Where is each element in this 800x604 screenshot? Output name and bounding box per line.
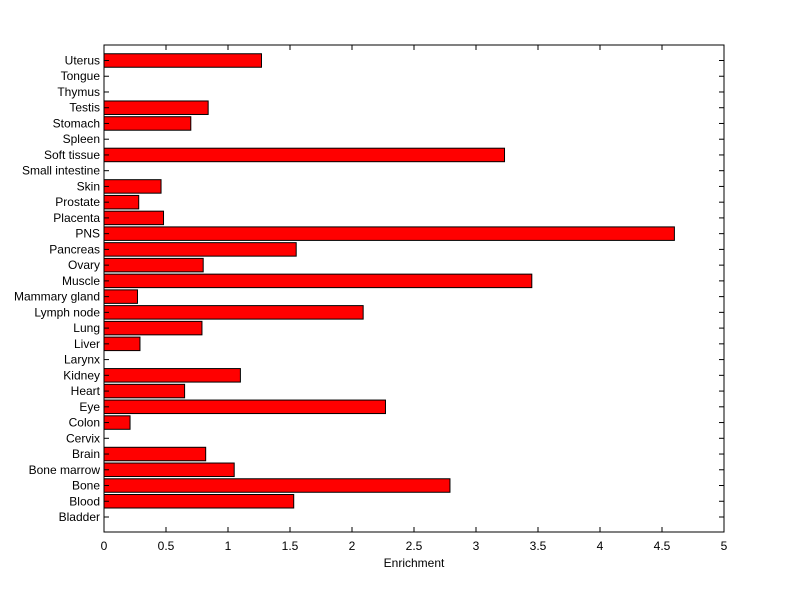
bar-pns — [103, 226, 675, 241]
bar-skin — [103, 179, 162, 194]
y-tick-label-small-intestine: Small intestine — [22, 164, 100, 178]
bar-bone — [103, 478, 451, 493]
bar-ovary — [103, 257, 204, 273]
bar-placenta — [103, 210, 165, 226]
x-axis-label: Enrichment — [384, 556, 445, 570]
bar-prostate — [103, 194, 140, 210]
y-tick-label-placenta: Placenta — [53, 211, 100, 225]
bar-muscle — [103, 273, 533, 289]
y-tick-label-colon: Colon — [69, 416, 100, 430]
x-tick-label-4-5: 4.5 — [654, 539, 671, 553]
y-tick-label-brain: Brain — [72, 447, 100, 461]
bar-soft-tissue — [103, 147, 506, 163]
y-tick-label-liver: Liver — [74, 337, 100, 351]
y-tick-label-larynx: Larynx — [64, 353, 100, 367]
x-tick-label-1: 1 — [225, 539, 232, 553]
x-tick-label-0-5: 0.5 — [158, 539, 175, 553]
bar-blood — [103, 494, 295, 509]
bar-kidney — [103, 368, 241, 383]
y-tick-label-testis: Testis — [69, 101, 100, 115]
y-tick-label-bladder: Bladder — [59, 510, 100, 524]
x-tick-label-2-5: 2.5 — [406, 539, 423, 553]
bar-pancreas — [103, 242, 297, 257]
x-tick-label-3: 3 — [473, 539, 480, 553]
bar-testis — [103, 100, 209, 115]
y-tick-label-cervix: Cervix — [66, 431, 100, 445]
x-tick-label-5: 5 — [721, 539, 728, 553]
bar-uterus — [103, 53, 262, 68]
bar-lung — [103, 320, 203, 336]
y-tick-label-thymus: Thymus — [57, 85, 100, 99]
y-tick-label-bone: Bone — [72, 479, 100, 493]
y-tick-label-kidney: Kidney — [63, 368, 100, 382]
y-tick-label-prostate: Prostate — [55, 195, 100, 209]
y-tick-label-stomach: Stomach — [53, 116, 100, 130]
y-tick-label-pns: PNS — [75, 227, 100, 241]
bar-heart — [103, 383, 186, 399]
y-tick-label-mammary-gland: Mammary gland — [14, 290, 100, 304]
bar-brain — [103, 446, 207, 462]
x-tick-label-3-5: 3.5 — [530, 539, 547, 553]
y-tick-label-muscle: Muscle — [62, 274, 100, 288]
y-tick-label-eye: Eye — [79, 400, 100, 414]
y-tick-label-bone-marrow: Bone marrow — [29, 463, 101, 477]
plot-background — [104, 45, 724, 532]
x-tick-label-2: 2 — [349, 539, 356, 553]
x-tick-label-1-5: 1.5 — [282, 539, 299, 553]
y-tick-label-uterus: Uterus — [65, 54, 100, 68]
x-tick-label-0: 0 — [101, 539, 108, 553]
bar-bone-marrow — [103, 462, 235, 478]
y-tick-label-ovary: Ovary — [68, 258, 100, 272]
y-tick-label-lymph-node: Lymph node — [34, 305, 100, 319]
bar-stomach — [103, 116, 192, 131]
y-tick-label-skin: Skin — [77, 179, 100, 193]
y-tick-label-soft-tissue: Soft tissue — [44, 148, 100, 162]
y-tick-label-spleen: Spleen — [63, 132, 100, 146]
y-tick-label-lung: Lung — [73, 321, 100, 335]
y-tick-label-blood: Blood — [69, 494, 100, 508]
x-tick-label-4: 4 — [597, 539, 604, 553]
bar-liver — [103, 336, 141, 352]
bar-eye — [103, 399, 386, 415]
plot-frame — [103, 44, 725, 533]
y-tick-label-heart: Heart — [71, 384, 101, 398]
bar-lymph-node — [103, 305, 364, 320]
y-tick-label-pancreas: Pancreas — [49, 242, 100, 256]
bar-mammary-gland — [103, 289, 138, 304]
y-tick-label-tongue: Tongue — [61, 69, 101, 83]
